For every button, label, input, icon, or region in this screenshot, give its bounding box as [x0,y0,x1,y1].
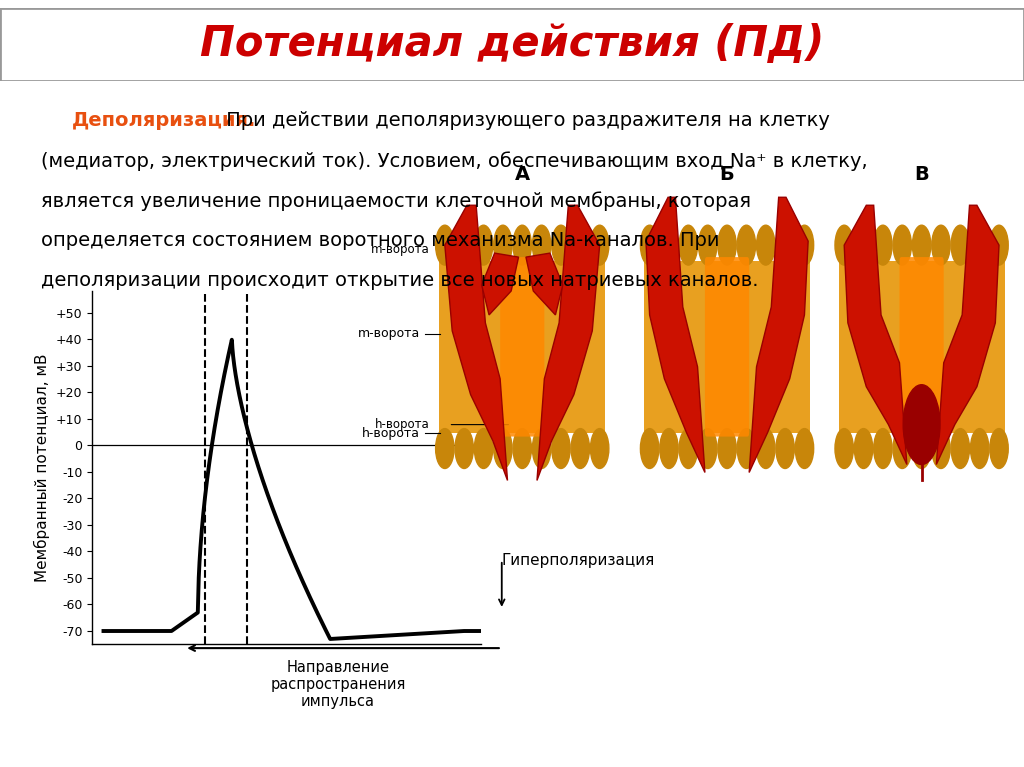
Polygon shape [444,206,508,480]
Circle shape [912,429,931,469]
Circle shape [718,429,736,469]
Circle shape [659,225,678,265]
Text: А: А [515,166,529,184]
Text: деполяризации происходит открытие все новых натриевых каналов.: деполяризации происходит открытие все но… [41,271,759,290]
Circle shape [455,429,473,469]
Y-axis label: Мембранный потенциал, мВ: Мембранный потенциал, мВ [34,354,50,582]
Text: m-ворота: m-ворота [357,328,420,340]
Polygon shape [537,206,600,480]
Text: m-ворота: m-ворота [372,242,430,255]
Polygon shape [844,206,907,465]
Circle shape [513,225,531,265]
Circle shape [659,429,678,469]
Circle shape [990,429,1009,469]
Text: Гиперполяризация: Гиперполяризация [502,552,655,568]
Circle shape [873,429,892,469]
Circle shape [737,429,756,469]
Circle shape [698,225,717,265]
Polygon shape [936,206,999,465]
Circle shape [757,225,775,265]
Text: Деполяризация.: Деполяризация. [72,111,256,130]
Text: определяется состоянием воротного механизма Na-каналов. При: определяется состоянием воротного механи… [41,231,720,250]
Bar [644,261,810,433]
Circle shape [640,225,658,265]
Circle shape [513,429,531,469]
Circle shape [835,225,853,265]
Circle shape [737,225,756,265]
Circle shape [835,429,853,469]
Circle shape [640,429,658,469]
FancyBboxPatch shape [705,257,750,436]
Polygon shape [481,253,518,315]
Circle shape [796,429,814,469]
FancyBboxPatch shape [899,257,944,436]
Circle shape [854,429,872,469]
Circle shape [679,429,697,469]
Text: h-ворота: h-ворота [361,427,420,439]
Circle shape [474,429,493,469]
Circle shape [718,225,736,265]
Text: В: В [914,166,929,184]
Bar [839,261,1005,433]
Circle shape [494,429,512,469]
Circle shape [951,225,970,265]
Circle shape [532,429,551,469]
Circle shape [903,385,940,465]
Text: Потенциал действия (ПД): Потенциал действия (ПД) [200,23,824,65]
Circle shape [776,429,795,469]
Circle shape [435,429,454,469]
Circle shape [932,225,950,265]
Circle shape [571,429,590,469]
FancyBboxPatch shape [500,257,545,436]
Circle shape [679,225,697,265]
Text: является увеличение проницаемости клеточной мембраны, которая: является увеличение проницаемости клеточ… [41,191,751,211]
Circle shape [776,225,795,265]
Circle shape [912,225,931,265]
Text: При действии деполяризующего раздражителя на клетку: При действии деполяризующего раздражител… [220,111,830,130]
Circle shape [591,225,609,265]
Circle shape [571,225,590,265]
Circle shape [532,225,551,265]
Circle shape [455,225,473,265]
Bar [439,261,605,433]
Polygon shape [646,197,705,472]
Circle shape [971,225,989,265]
Circle shape [932,429,950,469]
Polygon shape [750,197,808,472]
Circle shape [494,225,512,265]
Circle shape [698,429,717,469]
Circle shape [951,429,970,469]
Polygon shape [526,253,563,315]
Text: Б: Б [720,166,734,184]
Circle shape [971,429,989,469]
Circle shape [990,225,1009,265]
Text: h-ворота: h-ворота [376,418,430,431]
Circle shape [893,429,911,469]
Circle shape [796,225,814,265]
Circle shape [757,429,775,469]
Circle shape [854,225,872,265]
Circle shape [873,225,892,265]
Circle shape [552,225,570,265]
Text: (медиатор, электрический ток). Условием, обеспечивающим вход Na⁺ в клетку,: (медиатор, электрический ток). Условием,… [41,151,867,171]
Circle shape [552,429,570,469]
Circle shape [435,225,454,265]
Circle shape [474,225,493,265]
Circle shape [591,429,609,469]
Circle shape [893,225,911,265]
Text: Направление
распространения
импульса: Направление распространения импульса [270,660,406,709]
